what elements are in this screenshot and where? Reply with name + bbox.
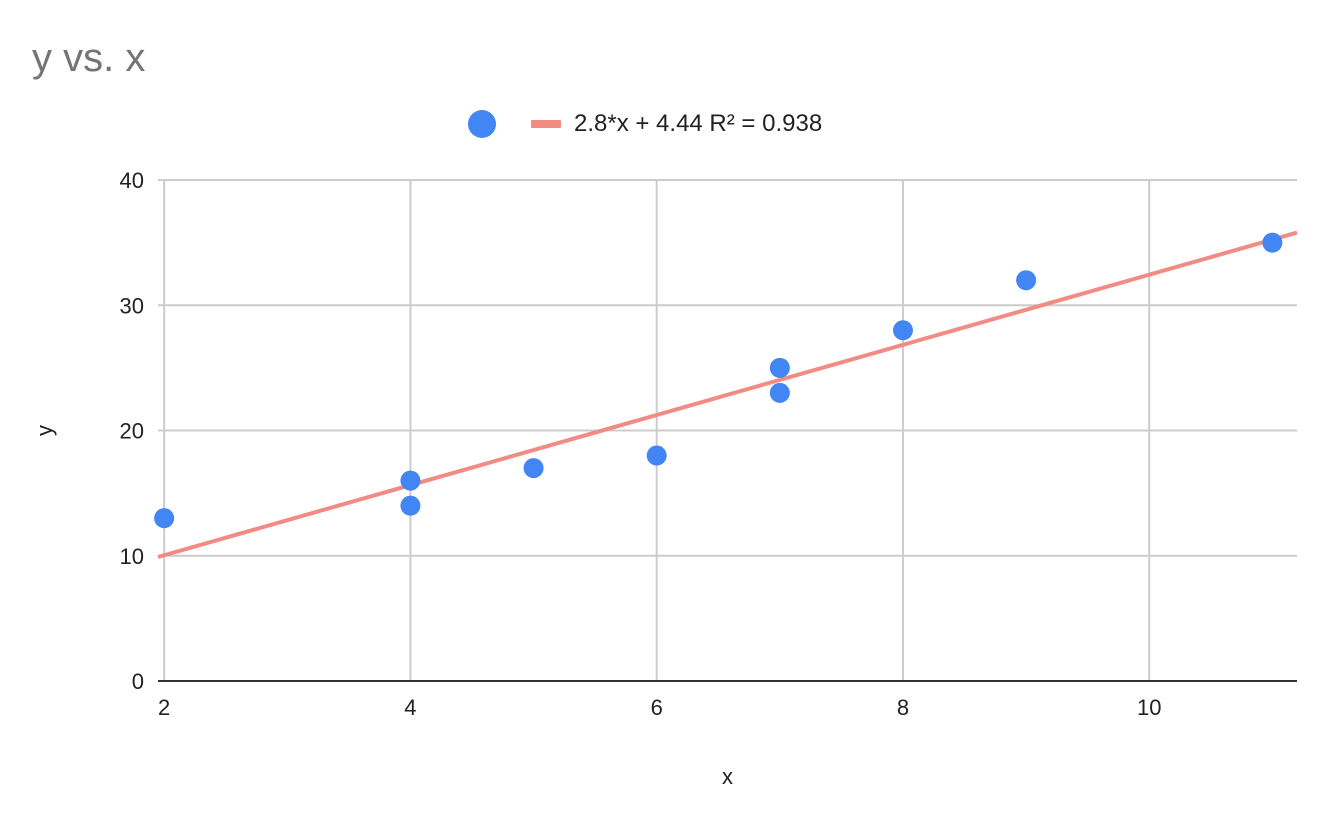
legend-label-trendline: 2.8*x + 4.44 R² = 0.938 [574, 110, 823, 137]
y-tick-label: 10 [120, 544, 144, 569]
y-tick-label: 20 [120, 419, 144, 444]
data-point [400, 495, 421, 516]
x-tick-label: 4 [404, 695, 416, 720]
x-axis-label: x [722, 764, 733, 789]
legend-marker-points [468, 110, 496, 138]
data-point [769, 357, 790, 378]
legend: 2.8*x + 4.44 R² = 0.938 [468, 106, 822, 142]
x-tick-label: 8 [897, 695, 909, 720]
data-point [1016, 270, 1037, 291]
x-tick-label: 6 [651, 695, 663, 720]
x-tick-label: 2 [158, 695, 170, 720]
chart-title: y vs. x [32, 36, 146, 80]
y-tick-label: 30 [120, 293, 144, 318]
data-point [154, 508, 175, 529]
data-point [1262, 232, 1283, 253]
y-tick-label: 40 [120, 168, 144, 193]
trendline [157, 230, 1298, 559]
y-axis-label: y [32, 425, 57, 436]
data-point [523, 458, 544, 479]
data-point [400, 470, 421, 491]
y-tick-label: 0 [132, 669, 144, 694]
data-point [892, 320, 913, 341]
x-tick-label: 10 [1137, 695, 1161, 720]
data-point [769, 382, 790, 403]
legend-marker-trendline [531, 120, 561, 128]
data-point [646, 445, 667, 466]
